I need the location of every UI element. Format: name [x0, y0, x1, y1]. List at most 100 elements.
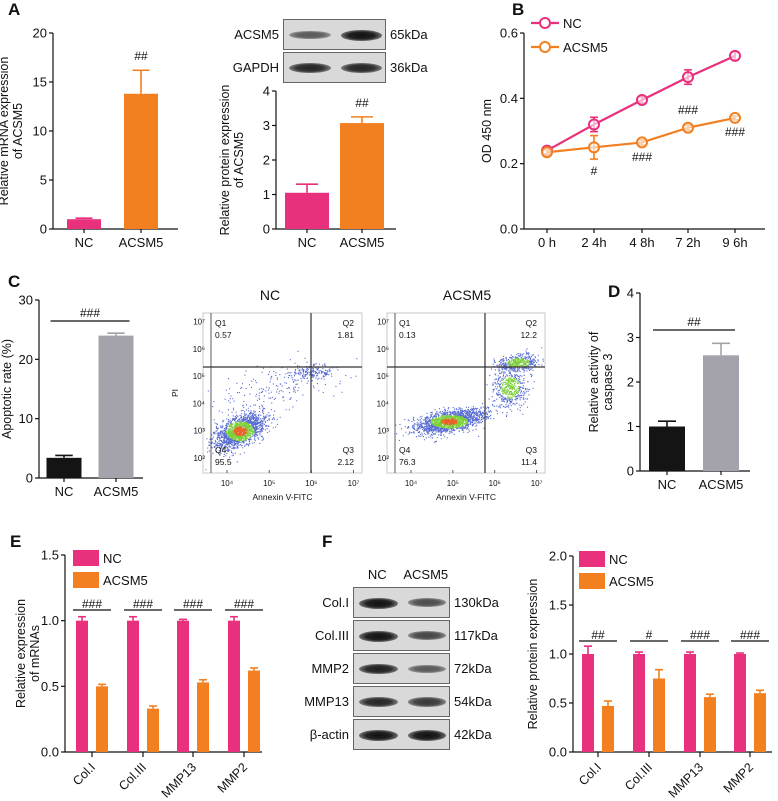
protein-band: [407, 729, 446, 741]
significance-label: ###: [133, 597, 153, 611]
protein-band: [407, 664, 446, 673]
protein-band: [340, 29, 382, 41]
y-tick-label: 0: [263, 222, 270, 237]
y-tick-label: 0.4: [500, 91, 518, 106]
quadrant-value: 95.5: [215, 457, 232, 467]
molecular-weight-label: 54kDa: [454, 693, 492, 709]
legend-label: NC: [563, 16, 582, 31]
legend-label: ACSM5: [103, 573, 148, 588]
blot-row-label: GAPDH: [232, 59, 279, 75]
legend-swatch-acsm5: [579, 573, 605, 589]
blot-strip-acsm5: [283, 19, 386, 50]
y-tick-label: 0.6: [500, 26, 518, 41]
y-tick-label: 0: [40, 222, 47, 237]
blot-column-header: ACSM5: [403, 567, 449, 582]
legend-swatch-nc: [73, 550, 99, 566]
y-tick-label: 1.5: [41, 548, 59, 563]
y-tick-label: 15: [33, 75, 47, 90]
molecular-weight-label: 42kDa: [454, 726, 492, 742]
quadrant-name: Q1: [215, 318, 227, 328]
y-tick-label: 10: [33, 124, 47, 139]
blot-row-label: Col.I: [322, 594, 349, 610]
panel-label-a: A: [8, 0, 21, 19]
x-tick-label: 0 h: [538, 235, 556, 250]
y-tick-label: 1: [627, 419, 634, 434]
y-axis-label: Relative protein expression: [218, 85, 232, 236]
legend-label: ACSM5: [563, 40, 608, 55]
significance-label: ###: [690, 628, 710, 642]
x-tick-label: 10⁵: [263, 479, 275, 488]
legend-label: NC: [609, 552, 628, 567]
panel-label-d: D: [608, 282, 621, 301]
protein-band: [407, 631, 446, 641]
significance-label: #: [646, 628, 653, 642]
protein-band: [359, 696, 398, 708]
x-tick-label: ACSM5: [119, 235, 164, 250]
flow-plot-title: NC: [260, 287, 280, 303]
y-tick-label: 3: [263, 118, 270, 133]
x-tick-label: 10⁵: [447, 479, 459, 488]
bar-nc: [67, 219, 101, 229]
y-axis-label: Relative mRNA expression: [0, 57, 11, 206]
y-tick-label: 10⁶: [193, 345, 205, 354]
x-axis-label: Annexin V-FITC: [253, 492, 313, 502]
protein-band: [359, 597, 398, 609]
quadrant-value: 76.3: [399, 457, 416, 467]
data-point-nc: [729, 49, 741, 62]
bar-nc-mmp2: [228, 620, 240, 752]
y-tick-label: 2.0: [549, 549, 567, 564]
y-axis-label: of ACSM5: [11, 103, 25, 159]
y-tick-label: 10⁷: [377, 318, 389, 327]
y-axis-label: Relative expression: [14, 599, 28, 708]
y-tick-label: 0.2: [500, 156, 518, 171]
blot-strip-coli: [353, 587, 450, 618]
quadrant-value: 1.81: [337, 330, 354, 340]
y-tick-label: 10³: [193, 427, 205, 436]
x-tick-label: 10⁶: [305, 479, 317, 488]
data-point-nc: [588, 118, 600, 131]
significance-label: ###: [82, 597, 102, 611]
panel-label-f: F: [322, 532, 333, 551]
x-tick-label: 9 6h: [722, 235, 747, 250]
legend-swatch-acsm5: [73, 572, 99, 588]
y-axis-label: Relative protein expression: [526, 579, 540, 730]
quadrant-name: Q4: [215, 445, 227, 455]
x-tick-label: NC: [55, 484, 74, 499]
y-tick-label: 0: [26, 471, 33, 486]
y-tick-label: 4: [263, 84, 270, 99]
y-tick-label: 10⁴: [193, 399, 206, 408]
flow-dots-high-density: [233, 426, 247, 437]
y-axis-label: caspase 3: [601, 353, 615, 410]
protein-band: [359, 729, 398, 741]
x-tick-label: Col.III: [116, 760, 149, 793]
y-tick-label: 0: [627, 464, 634, 479]
quadrant-value: 0.57: [215, 330, 232, 340]
bar-acsm5-coli: [96, 686, 108, 752]
quadrant-value: 2.12: [337, 457, 354, 467]
bar-acsm5-mmp2: [248, 670, 260, 752]
protein-band: [359, 630, 398, 642]
bar-nc: [285, 192, 329, 229]
protein-band: [359, 663, 398, 675]
flow-dots-mid-density: [225, 421, 255, 442]
x-tick-label: 10⁶: [489, 479, 501, 488]
y-tick-label: 5: [40, 173, 47, 188]
bar-nc: [649, 426, 685, 471]
x-tick-label: 4 8h: [629, 235, 654, 250]
y-tick-label: 10²: [377, 454, 389, 463]
quadrant-name: Q2: [526, 318, 538, 328]
significance-label: ###: [725, 125, 745, 139]
protein-band: [289, 62, 331, 74]
y-tick-label: 0.0: [41, 745, 59, 760]
x-tick-label: Col.I: [576, 760, 604, 788]
bar-nc-coliii: [127, 620, 139, 752]
quadrant-name: Q3: [343, 445, 355, 455]
legend-marker-nc: [539, 17, 551, 29]
y-tick-label: 0.5: [549, 696, 567, 711]
blot-strip-mmp2: [353, 653, 450, 684]
y-axis-label: OD 450 nm: [480, 99, 494, 163]
quadrant-name: Q4: [399, 445, 411, 455]
x-tick-label: NC: [75, 235, 94, 250]
bar-nc-coli: [582, 654, 594, 752]
